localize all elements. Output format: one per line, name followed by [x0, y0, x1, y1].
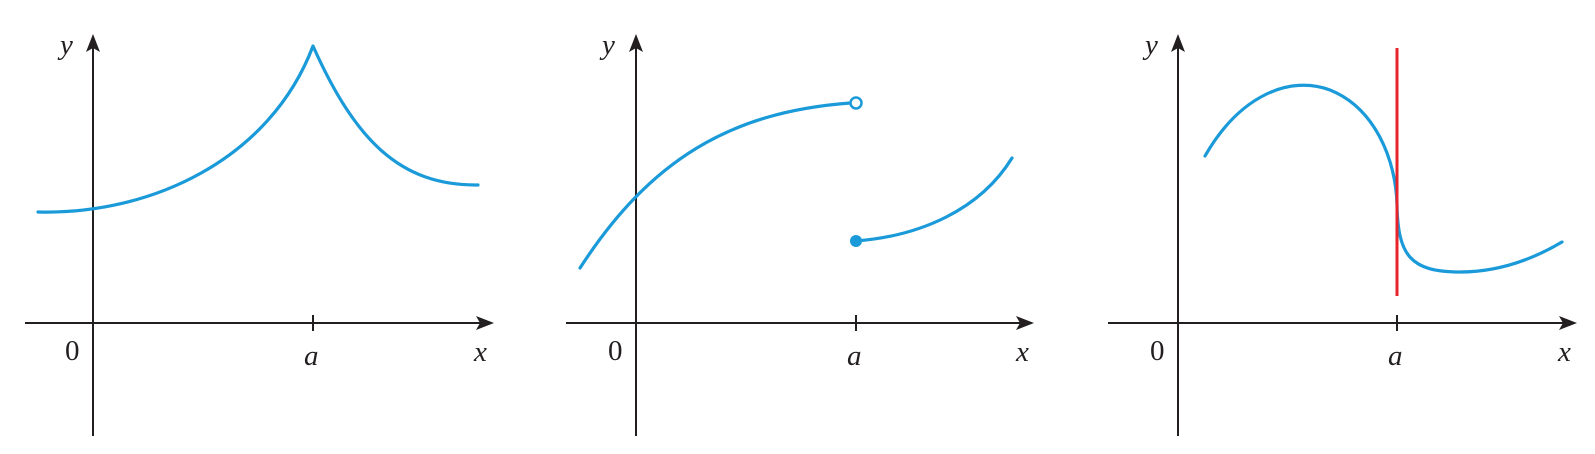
panel-2-y-arrowhead	[629, 34, 643, 52]
panel-2-right-curve	[854, 156, 1014, 243]
panel-1-origin-label: 0	[65, 335, 80, 367]
panel-3-a-label: a	[1388, 340, 1403, 372]
panel-2-x-label: x	[1015, 336, 1029, 368]
panel-1-x-arrowhead	[476, 316, 494, 330]
panel-2: y x 0 a	[566, 29, 1034, 436]
panel-1-y-label: y	[57, 29, 73, 61]
panel-2-x-arrowhead	[1016, 316, 1034, 330]
panel-3-x-label: x	[1557, 336, 1571, 368]
panel-1-x-label: x	[473, 336, 487, 368]
panel-3-y-arrowhead	[1171, 34, 1185, 52]
panel-1-a-label: a	[304, 340, 319, 372]
panel-3-y-label: y	[1142, 29, 1158, 61]
panel-3-x-arrowhead	[1559, 316, 1577, 330]
panel-1-curve	[36, 44, 480, 214]
panel-2-y-label: y	[599, 29, 615, 61]
panel-3-origin-label: 0	[1150, 335, 1165, 367]
panel-2-a-label: a	[847, 340, 862, 372]
panel-3: y x 0 a	[1108, 29, 1577, 436]
panel-2-open-circle	[849, 96, 863, 110]
panel-3-curve	[1203, 83, 1564, 274]
panel-1: y x 0 a	[25, 29, 494, 436]
panel-2-left-curve	[578, 101, 852, 270]
panel-2-origin-label: 0	[608, 335, 623, 367]
panel-2-filled-dot	[850, 235, 862, 247]
panel-1-y-arrowhead	[86, 34, 100, 52]
